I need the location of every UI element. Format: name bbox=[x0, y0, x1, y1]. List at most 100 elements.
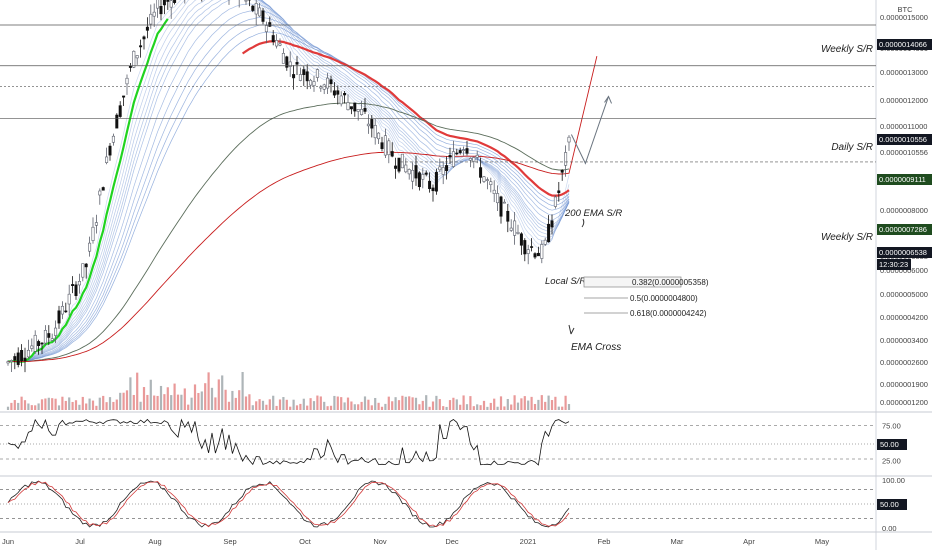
candle-body bbox=[431, 187, 435, 192]
volume-bar bbox=[265, 404, 268, 410]
candle-body bbox=[319, 86, 323, 89]
ema-ribbon-line bbox=[7, 16, 570, 362]
time-tick-label: Sep bbox=[223, 537, 236, 546]
volume-bar bbox=[207, 372, 210, 410]
ema-cross-label: EMA Cross bbox=[571, 342, 621, 353]
volume-bar bbox=[268, 399, 271, 410]
price-badge-bg bbox=[877, 224, 932, 235]
volume-bar bbox=[333, 395, 336, 410]
candle-body bbox=[64, 310, 68, 313]
candle-body bbox=[84, 263, 88, 268]
volume-bar bbox=[428, 406, 431, 410]
candle-body bbox=[288, 61, 292, 67]
volume-bar bbox=[166, 387, 169, 410]
projection-arrowhead bbox=[604, 95, 612, 104]
volume-bar bbox=[370, 405, 373, 410]
price-badge-bg bbox=[877, 39, 932, 50]
candle-body bbox=[275, 40, 279, 47]
volume-bar bbox=[564, 395, 567, 410]
volume-bar bbox=[289, 406, 292, 410]
time-tick-label: Mar bbox=[671, 537, 684, 546]
volume-bar bbox=[10, 402, 13, 410]
volume-bar bbox=[183, 388, 186, 410]
candle-body bbox=[536, 252, 540, 257]
ema-cross-arrow bbox=[568, 324, 575, 335]
candle-body bbox=[166, 0, 170, 2]
volume-bar bbox=[510, 404, 513, 410]
volume-bar bbox=[299, 403, 302, 410]
volume-bar bbox=[363, 396, 367, 410]
volume-bar bbox=[455, 399, 458, 410]
price-badge-bg bbox=[877, 247, 932, 258]
volume-bar bbox=[353, 404, 356, 410]
volume-bar bbox=[445, 406, 448, 410]
candle-body bbox=[441, 167, 445, 175]
volume-bar bbox=[98, 397, 101, 410]
candle-body bbox=[564, 152, 568, 166]
volume-bar bbox=[95, 405, 98, 410]
candle-body bbox=[81, 263, 85, 278]
volume-bar bbox=[108, 397, 112, 410]
candle-body bbox=[360, 108, 364, 115]
rsi-tick-label: 25.00 bbox=[882, 457, 901, 466]
candle-body bbox=[489, 181, 493, 186]
price-badge-text: 0.0000010556 bbox=[879, 135, 927, 144]
candle-body bbox=[530, 246, 534, 248]
time-tick-label: 2021 bbox=[520, 537, 537, 546]
candle-body bbox=[349, 106, 353, 110]
volume-bar bbox=[292, 399, 295, 410]
volume-bar bbox=[459, 404, 462, 410]
candle-body bbox=[414, 165, 418, 179]
candle-body bbox=[162, 0, 166, 6]
volume-bars bbox=[6, 372, 571, 410]
candle-body bbox=[173, 0, 177, 3]
candle-body bbox=[108, 145, 112, 156]
volume-bar bbox=[530, 396, 533, 410]
volume-bar bbox=[329, 405, 333, 410]
volume-bar bbox=[380, 406, 384, 410]
volume-bar bbox=[346, 397, 350, 410]
volume-bar bbox=[285, 399, 288, 410]
price-tick-label: 0.0000001200 bbox=[880, 398, 928, 407]
volume-bar bbox=[68, 397, 71, 410]
volume-bar bbox=[88, 398, 91, 410]
volume-bar bbox=[374, 397, 377, 410]
candle-body bbox=[502, 201, 506, 204]
volume-bar bbox=[544, 401, 547, 410]
volume-bar bbox=[221, 375, 224, 410]
candle-body bbox=[543, 239, 547, 245]
volume-bar bbox=[234, 397, 237, 410]
volume-bar bbox=[367, 399, 370, 410]
volume-bar bbox=[350, 401, 353, 410]
volume-bar bbox=[105, 402, 108, 410]
volume-bar bbox=[404, 396, 407, 410]
candle-body bbox=[485, 179, 489, 181]
time-tick-label: Oct bbox=[299, 537, 312, 546]
candle-body bbox=[258, 7, 262, 17]
candle-body bbox=[492, 189, 496, 194]
candle-body bbox=[244, 0, 248, 2]
volume-bar bbox=[435, 395, 438, 410]
candle-body bbox=[424, 172, 428, 175]
candle-body bbox=[268, 22, 272, 27]
volume-bar bbox=[282, 397, 285, 410]
time-tick-label: Jun bbox=[2, 537, 14, 546]
volume-bar bbox=[241, 372, 244, 410]
volume-bar bbox=[91, 400, 95, 410]
volume-bar bbox=[493, 398, 496, 410]
volume-bar bbox=[408, 396, 411, 410]
projection-path bbox=[570, 96, 609, 165]
candle-body bbox=[363, 107, 367, 112]
volume-bar bbox=[214, 397, 217, 410]
volume-bar bbox=[513, 395, 516, 410]
volume-bar bbox=[78, 404, 81, 410]
price-badge-text: 12:30:23 bbox=[879, 260, 908, 269]
support-resistance-lines bbox=[0, 24, 876, 163]
candle-body bbox=[540, 244, 544, 259]
volume-bar bbox=[537, 399, 540, 410]
candle-body bbox=[37, 341, 41, 347]
candle-body bbox=[152, 11, 156, 17]
volume-bar bbox=[278, 399, 282, 410]
candle-body bbox=[47, 333, 51, 338]
